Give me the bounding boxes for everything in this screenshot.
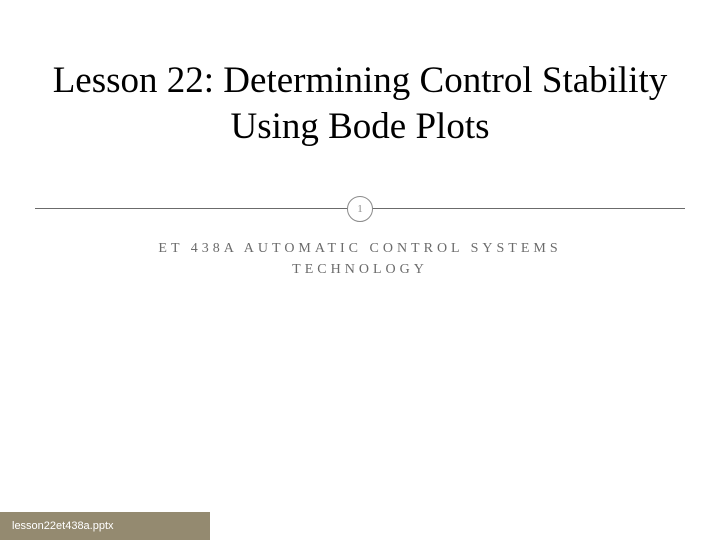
slide-container: Lesson 22: Determining Control Stability…: [0, 0, 720, 540]
footer-filename: lesson22et438a.pptx: [0, 512, 210, 540]
subtitle-line-1: ET 438A AUTOMATIC CONTROL SYSTEMS: [158, 241, 561, 256]
slide-number-badge: 1: [347, 196, 373, 222]
subtitle-line-2: TECHNOLOGY: [292, 262, 428, 277]
subtitle: ET 438A AUTOMATIC CONTROL SYSTEMS TECHNO…: [0, 238, 720, 280]
divider-region: 1: [0, 196, 720, 222]
slide-title: Lesson 22: Determining Control Stability…: [0, 0, 720, 151]
